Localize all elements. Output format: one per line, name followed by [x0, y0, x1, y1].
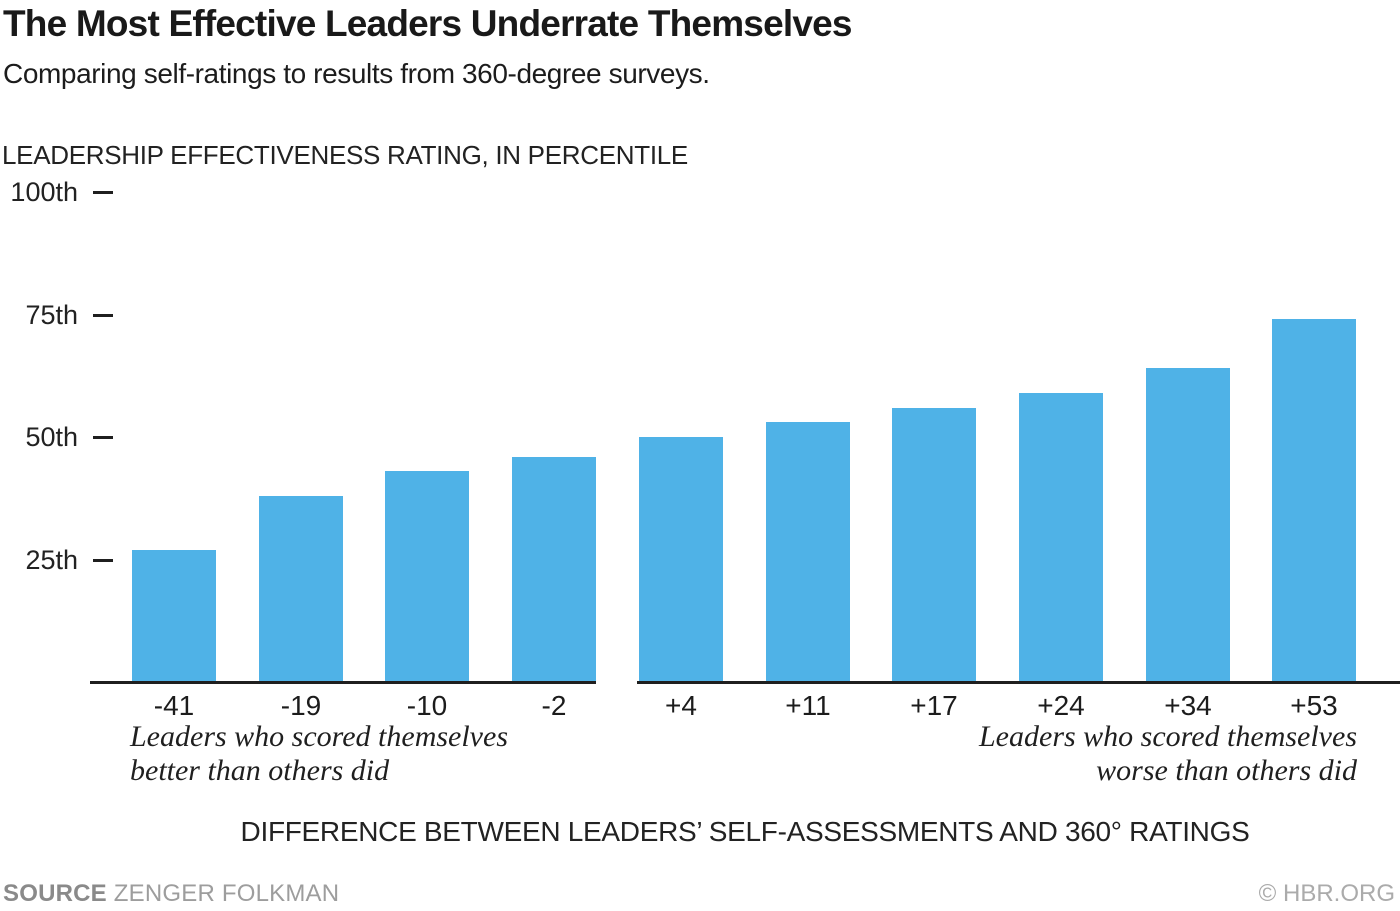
y-tick-mark — [93, 191, 113, 194]
y-tick-label: 75th — [25, 299, 78, 330]
y-tick-label: 100th — [10, 177, 78, 207]
chart-subtitle: Comparing self-ratings to results from 3… — [3, 58, 710, 89]
x-category-label: +11 — [785, 690, 831, 721]
y-axis-title: LEADERSHIP EFFECTIVENESS RATING, IN PERC… — [2, 140, 688, 170]
plot-area: -41 -19 -10 -2 +4 +11 +17 +24 +34 +53 — [90, 192, 1400, 721]
footer-source: SOURCE ZENGER FOLKMAN — [3, 880, 339, 908]
x-category-label: -19 — [280, 690, 322, 721]
x-category-label: +24 — [1037, 690, 1085, 721]
footer-credit: © HBR.ORG — [1258, 880, 1395, 907]
x-category-label: +34 — [1164, 690, 1212, 721]
y-tick-label: 25th — [25, 544, 78, 575]
source-value: ZENGER FOLKMAN — [113, 880, 340, 907]
x-axis-baseline-left — [90, 681, 596, 684]
x-category-label: +53 — [1290, 690, 1338, 721]
x-category-label: +17 — [910, 690, 958, 721]
annotation-left-line2: better than others did — [130, 754, 390, 787]
bar-+34 — [1146, 368, 1230, 682]
annotation-right-line2: worse than others did — [1096, 754, 1357, 787]
annotation-right-line1: Leaders who scored themselves — [979, 720, 1357, 753]
bar--10 — [385, 471, 469, 682]
x-category-label: -41 — [153, 690, 195, 721]
bar-+24 — [1019, 393, 1103, 682]
bar--41 — [132, 550, 216, 682]
x-axis-baseline-right — [637, 681, 1400, 684]
chart-title: The Most Effective Leaders Underrate The… — [3, 3, 852, 44]
y-tick-mark — [93, 558, 113, 562]
x-category-label: +4 — [665, 690, 697, 721]
x-axis-title: DIFFERENCE BETWEEN LEADERS’ SELF-ASSESSM… — [240, 816, 1250, 847]
bar-+17 — [892, 408, 976, 682]
annotation-left: Leaders who scored themselves better tha… — [130, 720, 508, 788]
annotation-left-line1: Leaders who scored themselves — [130, 720, 508, 753]
x-category-label: -10 — [406, 690, 448, 721]
annotation-right: Leaders who scored themselves worse than… — [979, 720, 1357, 788]
bar--2 — [512, 457, 596, 682]
bar--19 — [259, 496, 343, 682]
bar-+11 — [766, 422, 850, 682]
y-tick-mark — [93, 313, 113, 317]
x-category-label: -2 — [541, 690, 567, 721]
y-tick-label: 50th — [25, 422, 78, 452]
y-tick-mark — [93, 436, 113, 439]
bar-+53 — [1272, 319, 1356, 682]
source-label: SOURCE — [3, 880, 107, 907]
bar-+4 — [639, 437, 723, 682]
